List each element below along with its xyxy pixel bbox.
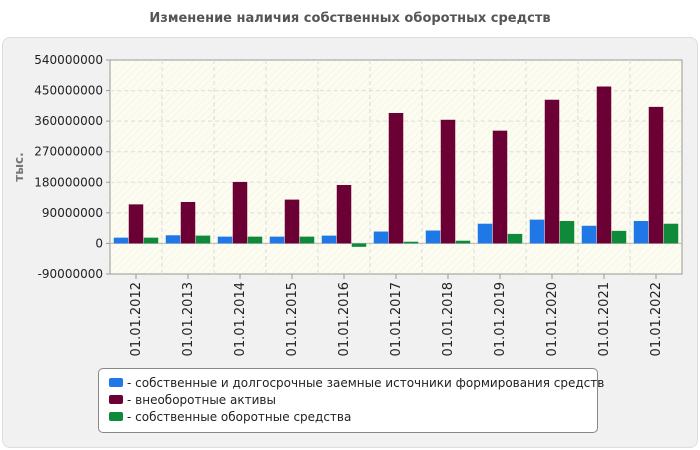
bar (455, 240, 471, 244)
bar (544, 99, 560, 244)
bar (492, 130, 508, 244)
bar (217, 236, 233, 244)
y-tick-label: 360000000 (34, 114, 103, 128)
x-tick-label: 01.01.2018 (441, 282, 456, 356)
x-tick-label: 01.01.2013 (181, 282, 196, 356)
bar (143, 237, 159, 244)
x-tick-label: 01.01.2019 (493, 282, 508, 356)
y-tick-label: 180000000 (34, 175, 103, 189)
bar (180, 201, 196, 244)
legend-label: - собственные и долгосрочные заемные ист… (127, 375, 605, 390)
legend-swatch (109, 412, 123, 421)
y-tick-label: 90000000 (42, 206, 103, 220)
bar (373, 231, 389, 244)
bar (299, 236, 315, 244)
bar (388, 112, 404, 244)
x-tick-label: 01.01.2012 (129, 282, 144, 356)
bar (269, 236, 285, 244)
bar (351, 243, 367, 247)
bar (425, 230, 441, 244)
x-tick-label: 01.01.2021 (597, 282, 612, 356)
x-tick-label: 01.01.2020 (545, 282, 560, 356)
bar (321, 235, 337, 244)
bar (648, 106, 664, 244)
legend-item: - собственные оборотные средства (109, 408, 597, 425)
bar (477, 223, 493, 244)
bar (633, 221, 649, 244)
legend: - собственные и долгосрочные заемные ист… (98, 368, 604, 433)
legend-item: - собственные и долгосрочные заемные ист… (109, 374, 604, 391)
bar (165, 235, 181, 244)
x-tick-label: 01.01.2015 (285, 282, 300, 356)
y-tick-label: 540000000 (34, 53, 103, 67)
bar (113, 237, 129, 244)
bar (403, 241, 419, 244)
bar (559, 221, 575, 244)
bar (336, 185, 352, 244)
legend-label: - внеоборотные активы (127, 392, 276, 407)
y-tick-label: 270000000 (34, 145, 103, 159)
x-tick-label: 01.01.2014 (233, 282, 248, 356)
y-tick-label: 0 (95, 236, 103, 250)
bar (247, 236, 263, 244)
legend-item: - внеоборотные активы (109, 391, 597, 408)
bar (284, 199, 300, 244)
axes: -90000000 0 90000000 180000000 270000000 3600… (34, 53, 664, 356)
chart-title: Изменение наличия собственных оборотных … (149, 11, 551, 26)
bar (232, 181, 248, 244)
x-tick-label: 01.01.2016 (337, 282, 352, 356)
x-tick-label: 01.01.2022 (649, 282, 664, 356)
bar (663, 223, 679, 244)
legend-swatch (109, 395, 123, 404)
bars (113, 86, 679, 247)
bar (195, 235, 211, 244)
bar (611, 230, 627, 244)
legend-label: - собственные оборотные средства (127, 409, 352, 424)
bar (581, 225, 597, 244)
legend-swatch (109, 378, 123, 387)
y-tick-label: -90000000 (38, 267, 103, 281)
y-axis-label: тыс. (12, 152, 26, 181)
y-tick-label: 450000000 (34, 84, 103, 98)
bar (529, 219, 545, 244)
x-tick-label: 01.01.2017 (389, 282, 404, 356)
bar (440, 119, 456, 244)
bar (128, 204, 144, 244)
bar (596, 86, 612, 244)
bar (507, 233, 523, 244)
